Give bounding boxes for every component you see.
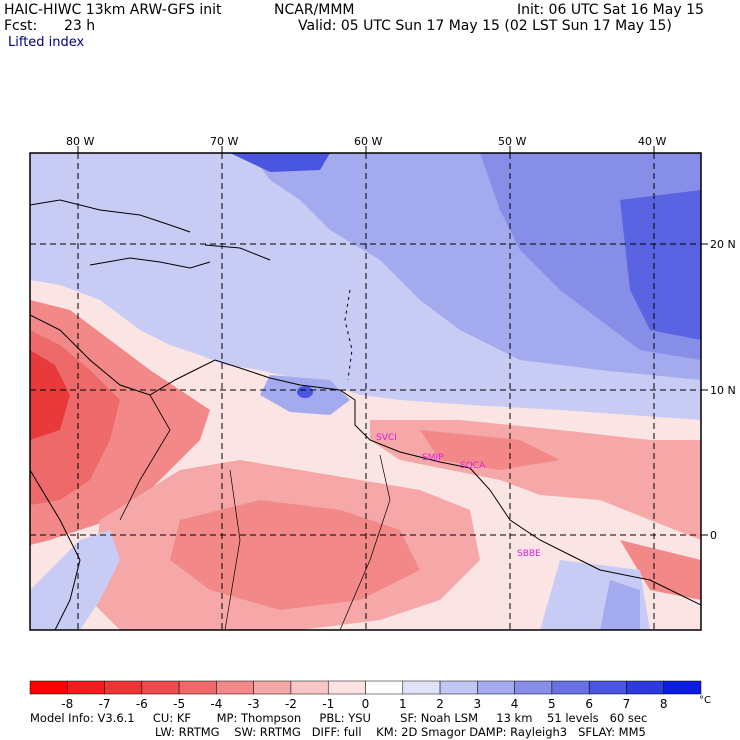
lon-label-80w: 80 W [66, 135, 94, 148]
colorbar-swatch [67, 680, 105, 695]
colorbar-swatch [365, 680, 404, 695]
colorbar-tick-label: -7 [98, 697, 111, 711]
colorbar-swatch [216, 680, 254, 695]
colorbar-swatch [327, 680, 366, 695]
colorbar-swatch [104, 680, 143, 695]
colorbar-swatch [290, 680, 329, 695]
colorbar-tick-label: -6 [135, 697, 148, 711]
colorbar-swatch [514, 680, 553, 695]
field-name: Lifted index [8, 35, 85, 50]
lon-label-50w: 50 W [498, 135, 526, 148]
colorbar-tick-label: -5 [173, 697, 186, 711]
forecast-label: Fcst: [4, 18, 38, 34]
colorbar-tick-label: -3 [247, 697, 260, 711]
colorbar-tick-label: 0 [361, 697, 370, 711]
lon-label-60w: 60 W [354, 135, 382, 148]
colorbar-tick-label: 5 [548, 697, 556, 711]
lat-label-10n: 10 N [710, 384, 736, 397]
init-time: Init: 06 UTC Sat 16 May 15 [517, 2, 704, 18]
lon-label-40w: 40 W [638, 135, 666, 148]
colorbar-swatch [402, 680, 441, 695]
colorbar-swatch [626, 680, 664, 695]
org-label: NCAR/MMM [274, 2, 355, 18]
colorbar-tick-label: 1 [398, 697, 407, 711]
colorbar-swatch [253, 680, 292, 695]
valid-time: Valid: 05 UTC Sun 17 May 15 (02 LST Sun … [298, 18, 672, 34]
colorbar-swatch [551, 680, 590, 695]
colorbar-tick-label: 6 [585, 697, 593, 711]
lon-label-70w: 70 W [210, 135, 238, 148]
colorbar-swatch [178, 680, 217, 695]
model-title: HAIC-HIWC 13km ARW-GFS init [4, 2, 222, 18]
colorbar-tick-label: 8 [659, 697, 668, 711]
colorbar-tick-label: -2 [284, 697, 297, 711]
colorbar-swatch [663, 680, 702, 695]
station-svci: SVCI [376, 433, 397, 443]
field-shading [30, 153, 701, 630]
colorbar-tick-label: -1 [322, 697, 335, 711]
colorbar-tick-label: 7 [622, 697, 631, 711]
station-sbbe: SBBE [517, 549, 541, 559]
station-soca: SOCA [460, 461, 486, 471]
model-info-line2: LW: RRTMG SW: RRTMG DIFF: full KM: 2D Sm… [155, 725, 646, 739]
lat-label-0: 0 [710, 529, 717, 542]
colorbar-swatch [588, 680, 627, 695]
colorbar-unit: °C [699, 695, 711, 706]
colorbar-tick-label: 3 [473, 697, 482, 711]
colorbar-tick-label: 2 [436, 697, 444, 711]
colorbar-swatch [439, 680, 478, 695]
graticule [30, 153, 701, 630]
colorbar-swatch [477, 680, 515, 695]
colorbar-tick-label: -8 [61, 697, 74, 711]
colorbar [29, 680, 702, 695]
colorbar-swatch [141, 680, 180, 695]
station-smjp: SMJP [422, 453, 444, 463]
forecast-hours: 23 h [64, 18, 96, 34]
colorbar-tick-label: 4 [510, 697, 519, 711]
model-info-line1: Model Info: V3.6.1 CU: KF MP: Thompson P… [30, 711, 648, 725]
colorbar-swatch [29, 680, 68, 695]
lat-label-20n: 20 N [710, 238, 736, 251]
colorbar-tick-label: -4 [210, 697, 223, 711]
